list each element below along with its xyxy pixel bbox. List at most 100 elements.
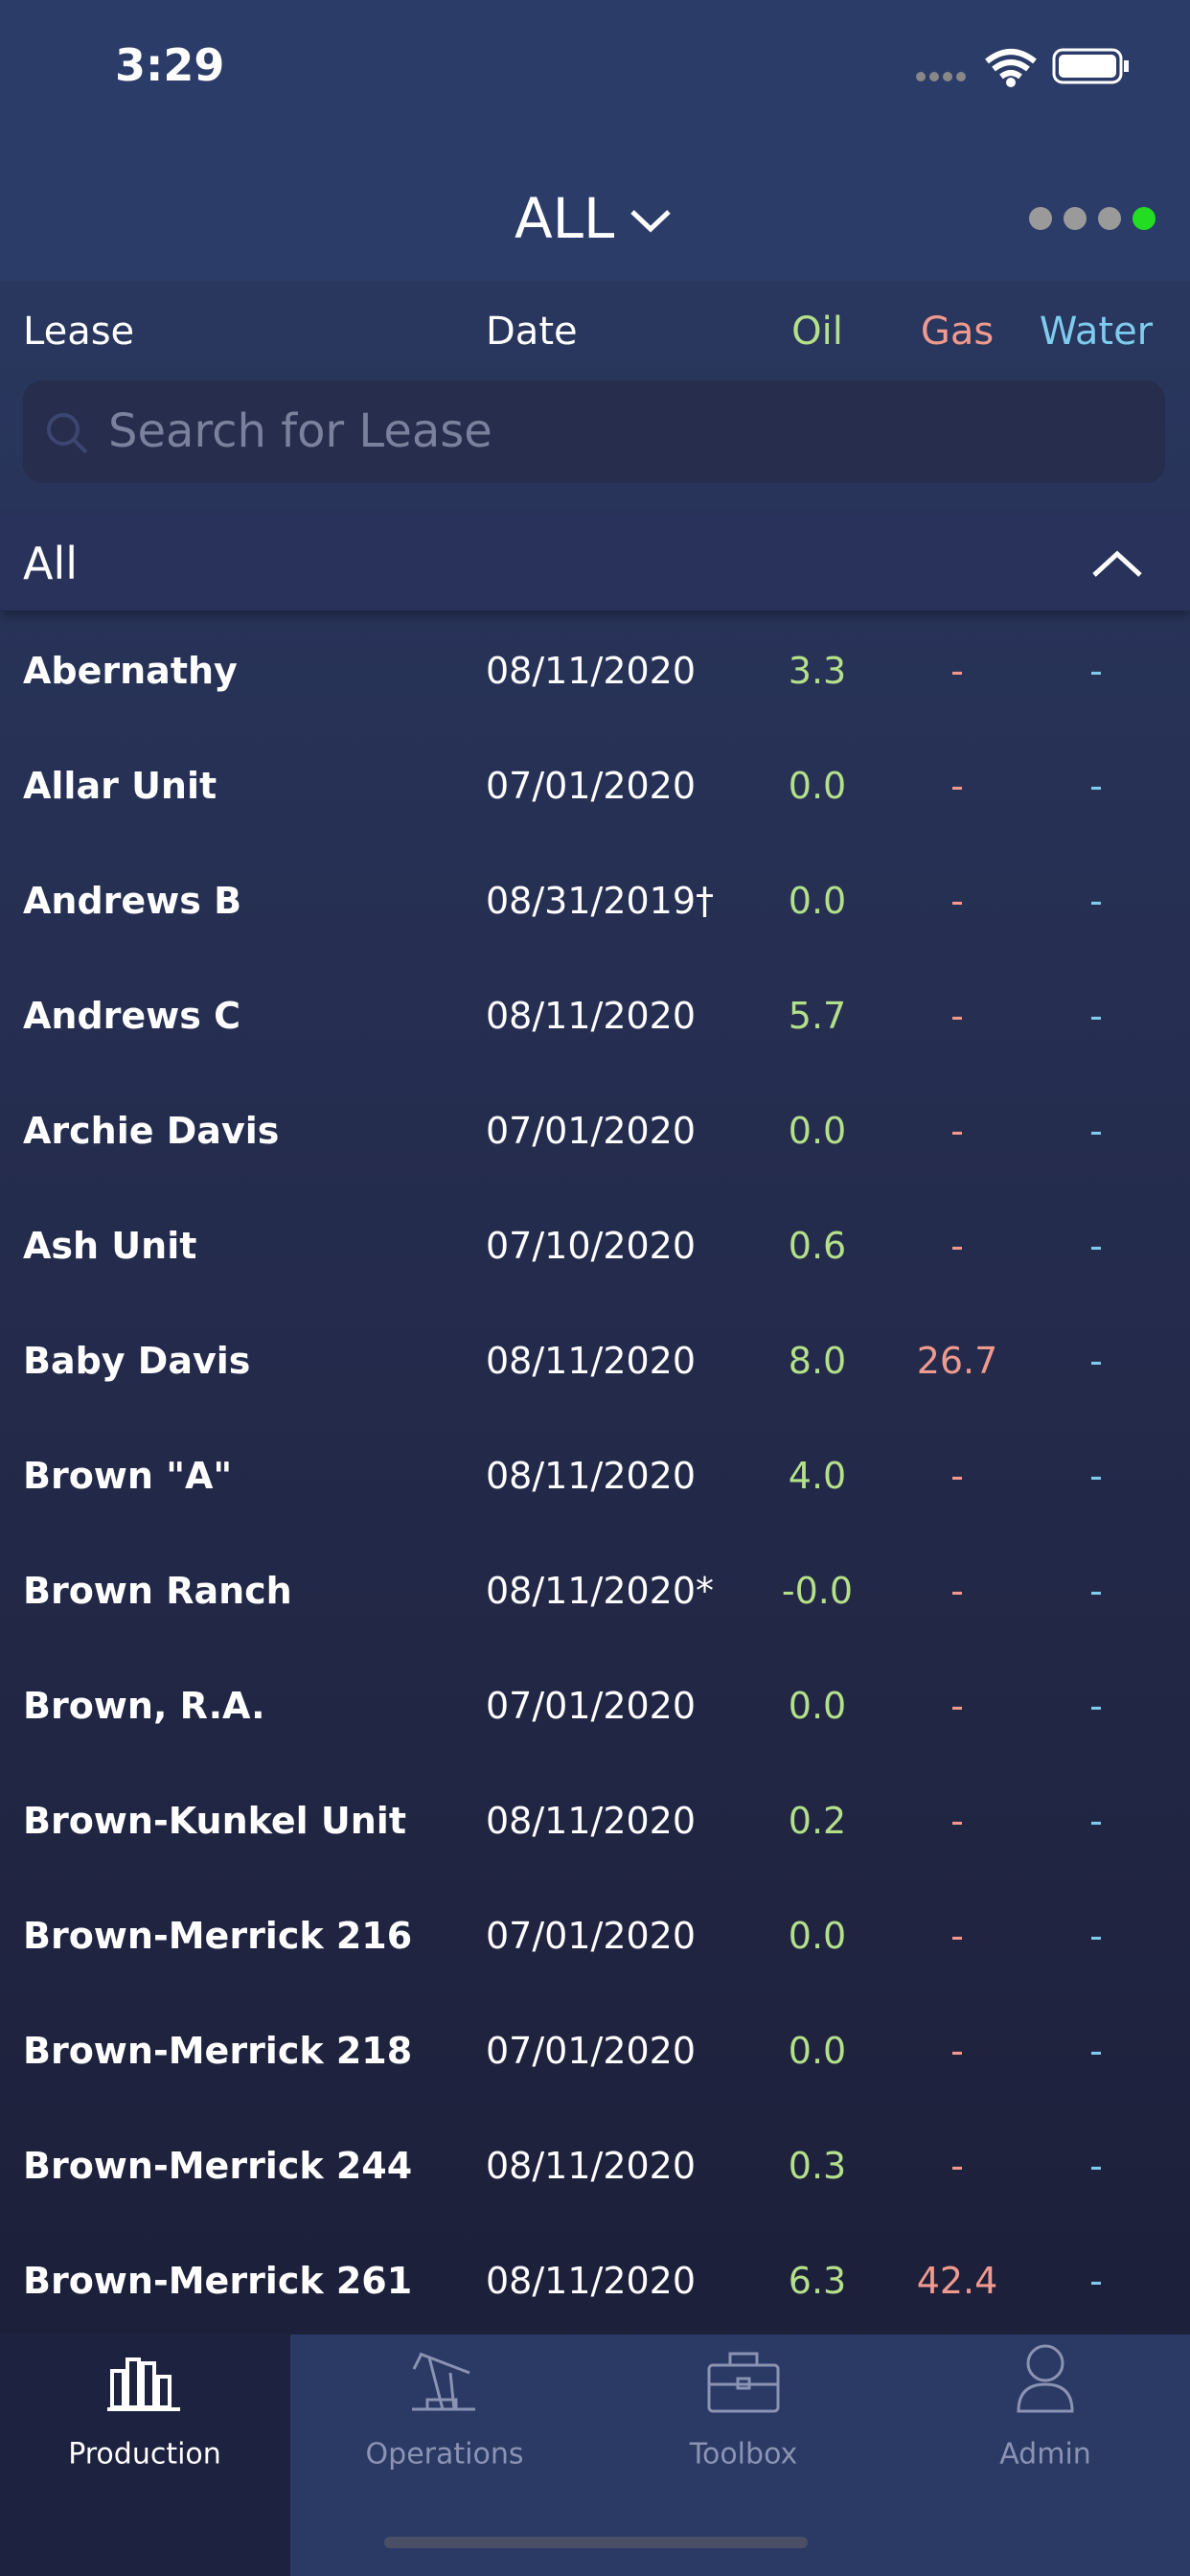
date: 07/01/2020 — [486, 1110, 697, 1152]
page-dot — [1098, 207, 1121, 230]
water-value: - — [1089, 1915, 1103, 1957]
gas-value: - — [950, 1110, 964, 1152]
lease-name[interactable]: Brown-Merrick 261 — [23, 2260, 413, 2302]
tab-label[interactable]: Admin — [999, 2437, 1091, 2472]
water-value: - — [1089, 2145, 1103, 2187]
lease-name[interactable]: Ash Unit — [23, 1225, 197, 1267]
gas-value: - — [950, 650, 964, 692]
date: 07/01/2020 — [486, 1915, 697, 1957]
gas-value: 42.4 — [916, 2260, 998, 2302]
water-value: - — [1089, 1455, 1103, 1497]
lease-name[interactable]: Abernathy — [23, 650, 238, 692]
lease-name[interactable]: Brown-Kunkel Unit — [23, 1800, 407, 1842]
water-value: - — [1089, 1800, 1103, 1842]
gas-value: - — [950, 1915, 964, 1957]
date: 07/01/2020 — [486, 765, 697, 807]
date: 07/01/2020 — [486, 1685, 697, 1727]
search-placeholder: Search for Lease — [108, 404, 492, 458]
col-header[interactable]: Lease — [23, 310, 135, 354]
page-dot — [1064, 207, 1087, 230]
tab-label[interactable]: Operations — [365, 2437, 524, 2472]
col-header[interactable]: Gas — [920, 310, 995, 354]
dropdown-arrow[interactable] — [629, 206, 673, 235]
oil-value: 0.0 — [788, 765, 847, 807]
oil-value: -0.0 — [781, 1570, 854, 1612]
water-value: - — [1089, 995, 1103, 1037]
lease-name[interactable]: Brown-Merrick 218 — [23, 2030, 413, 2072]
col-header[interactable]: Date — [486, 310, 578, 354]
page-dot — [1133, 207, 1156, 230]
date: 08/11/2020 — [486, 1340, 697, 1382]
date: 08/11/2020 — [486, 1455, 697, 1497]
gas-value: - — [950, 2030, 964, 2072]
oil-value: 0.0 — [788, 1685, 847, 1727]
gas-value: - — [950, 1685, 964, 1727]
gas-value: 26.7 — [916, 1340, 998, 1382]
gas-value: - — [950, 1570, 964, 1612]
section-header[interactable] — [0, 514, 1190, 610]
water-value: - — [1089, 650, 1103, 692]
oil-value: 0.0 — [788, 2030, 847, 2072]
water-value: - — [1089, 1685, 1103, 1727]
search-icon — [47, 413, 88, 454]
home-indicator — [384, 2537, 808, 2548]
lease-name[interactable]: Brown "A" — [23, 1455, 233, 1497]
col-header[interactable]: Oil — [791, 310, 843, 354]
date: 08/11/2020* — [486, 1570, 715, 1612]
water-value: - — [1089, 1570, 1103, 1612]
date: 08/11/2020 — [486, 650, 697, 692]
oil-value: 5.7 — [788, 995, 847, 1037]
oil-value: 4.0 — [788, 1455, 847, 1497]
lease-name[interactable]: Brown, R.A. — [23, 1685, 265, 1727]
gas-value: - — [950, 995, 964, 1037]
status-icons — [916, 48, 1129, 87]
date: 07/10/2020 — [486, 1225, 697, 1267]
gas-value: - — [950, 1455, 964, 1497]
oil-value: 0.2 — [788, 1800, 847, 1842]
tab-selected-bg — [0, 2334, 290, 2576]
oil-value: 8.0 — [788, 1340, 847, 1382]
oil-value: 0.0 — [788, 1110, 847, 1152]
water-value: - — [1089, 1225, 1103, 1267]
lease-name[interactable]: Baby Davis — [23, 1340, 251, 1382]
status-time: 3:29 — [115, 39, 225, 91]
date: 08/11/2020 — [486, 2145, 697, 2187]
water-value: - — [1089, 880, 1103, 922]
page-dot — [1029, 207, 1052, 230]
water-value: - — [1089, 2030, 1103, 2072]
date: 08/11/2020 — [486, 1800, 697, 1842]
oil-value: 0.0 — [788, 1915, 847, 1957]
gas-value: - — [950, 880, 964, 922]
tab-icons — [107, 2344, 1074, 2413]
lease-name[interactable]: Brown Ranch — [23, 1570, 292, 1612]
gas-value: - — [950, 2145, 964, 2187]
gas-value: - — [950, 1800, 964, 1842]
lease-name[interactable]: Archie Davis — [23, 1110, 280, 1152]
date: 08/11/2020 — [486, 995, 697, 1037]
search-field[interactable] — [23, 380, 1165, 483]
water-value: - — [1089, 765, 1103, 807]
collapse-arrow[interactable] — [1090, 548, 1144, 581]
oil-value: 3.3 — [788, 650, 847, 692]
oil-value: 6.3 — [788, 2260, 847, 2302]
gas-value: - — [950, 765, 964, 807]
date: 08/11/2020 — [486, 2260, 697, 2302]
tab-label[interactable]: Production — [68, 2437, 221, 2472]
tab-label[interactable]: Toolbox — [689, 2437, 798, 2472]
gas-value: - — [950, 1225, 964, 1267]
lease-name[interactable]: Brown-Merrick 216 — [23, 1915, 413, 1957]
oil-value: 0.3 — [788, 2145, 847, 2187]
lease-name[interactable]: Andrews B — [23, 880, 242, 922]
oil-value: 0.6 — [788, 1225, 847, 1267]
lease-name[interactable]: Brown-Merrick 244 — [23, 2145, 413, 2187]
date: 07/01/2020 — [486, 2030, 697, 2072]
lease-name[interactable]: Andrews C — [23, 995, 241, 1037]
col-header[interactable]: Water — [1039, 310, 1154, 354]
date: 08/31/2019† — [486, 880, 715, 922]
header-bar — [0, 0, 1190, 281]
oil-value: 0.0 — [788, 880, 847, 922]
water-value: - — [1089, 2260, 1103, 2302]
lease-name[interactable]: Allar Unit — [23, 765, 217, 807]
header-title[interactable]: ALL — [515, 186, 615, 251]
